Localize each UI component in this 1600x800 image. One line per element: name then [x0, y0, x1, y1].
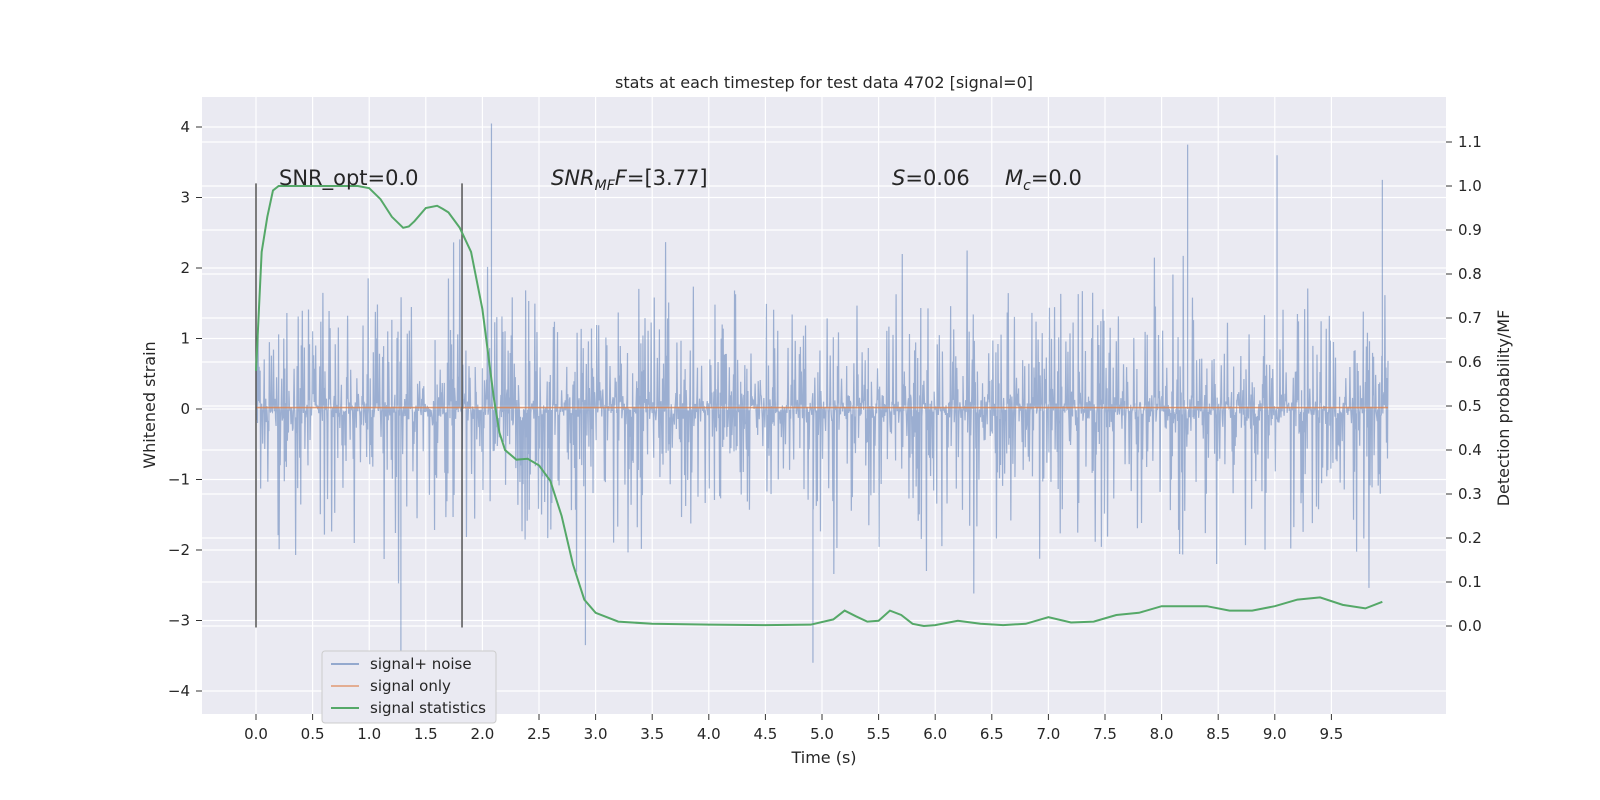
annotation-snr-opt-label: SNR_opt	[279, 166, 368, 191]
legend-label-noise: signal+ noise	[370, 655, 472, 673]
y2-tick-label-11: 0.0	[1458, 617, 1482, 635]
x-tick-label-9: 4.5	[753, 725, 777, 743]
annotation-s-value: =0.06	[905, 166, 969, 190]
y2-tick-label-6: 0.5	[1458, 397, 1482, 415]
chart-title: stats at each timestep for test data 470…	[615, 73, 1033, 92]
annotation-snr-mf-base: SNR	[551, 166, 595, 190]
annotation-s-base: S	[892, 166, 905, 190]
x-tick-label-17: 8.5	[1206, 725, 1230, 743]
annotation-snr-opt-value: =0.0	[368, 166, 419, 190]
y-tick-label-0: 4	[180, 118, 190, 136]
annotation-snr-mf-sub: MF	[595, 178, 616, 194]
y2-tick-label-4: 0.7	[1458, 309, 1482, 327]
legend-label-statistics: signal statistics	[370, 699, 486, 717]
annotation-snr-mf: SNRMFF=[3.77]	[551, 166, 708, 194]
x-tick-label-13: 6.5	[980, 725, 1004, 743]
x-tick-label-2: 1.0	[357, 725, 381, 743]
x-tick-label-7: 3.5	[640, 725, 664, 743]
y2-axis-ticks: 1.1 1.0 0.9 0.8 0.7 0.6 0.5 0.4 0.3 0.2 0.1 0.0	[1446, 133, 1482, 635]
y-tick-label-8: −4	[168, 682, 190, 700]
y2-tick-label-0: 1.1	[1458, 133, 1482, 151]
legend: signal+ noise signal only signal statist…	[321, 650, 497, 724]
y-tick-label-5: −1	[168, 471, 190, 489]
y-tick-label-7: −3	[168, 612, 190, 630]
annotation-mc: Mc=0.0	[1005, 166, 1082, 194]
x-tick-label-4: 2.0	[470, 725, 494, 743]
x-tick-label-0: 0.0	[244, 725, 268, 743]
x-axis-ticks: 0.0 0.5 1.0 1.5 2.0 2.5 3.0 3.5 4.0 4.5 5.0 5.5 6.0 6…	[244, 714, 1343, 743]
annotation-snr-opt: SNR_opt=0.0	[279, 166, 419, 191]
x-axis-title: Time (s)	[790, 748, 856, 767]
x-tick-label-16: 8.0	[1150, 725, 1174, 743]
x-tick-label-14: 7.0	[1036, 725, 1060, 743]
x-tick-label-19: 9.5	[1319, 725, 1343, 743]
annotation-snr-mf-value: =[3.77]	[627, 166, 708, 190]
annotation-mc-sub: c	[1023, 178, 1031, 194]
y-axis-ticks: 4 3 2 1 0 −1 −2 −3 −4	[168, 118, 202, 700]
y2-tick-label-8: 0.3	[1458, 485, 1482, 503]
x-tick-label-11: 5.5	[867, 725, 891, 743]
x-tick-label-6: 3.0	[584, 725, 608, 743]
vertical-markers	[255, 183, 463, 628]
y-tick-label-3: 1	[180, 330, 190, 348]
y-tick-label-4: 0	[180, 400, 190, 418]
x-tick-label-10: 5.0	[810, 725, 834, 743]
y2-tick-label-2: 0.9	[1458, 221, 1482, 239]
x-tick-label-5: 2.5	[527, 725, 551, 743]
x-tick-label-1: 0.5	[301, 725, 325, 743]
noise-trace	[255, 123, 1389, 663]
legend-label-signal: signal only	[370, 677, 451, 695]
y-tick-label-2: 2	[180, 259, 190, 277]
y-tick-label-6: −2	[168, 541, 190, 559]
x-tick-label-15: 7.5	[1093, 725, 1117, 743]
x-tick-label-12: 6.0	[923, 725, 947, 743]
y2-tick-label-9: 0.2	[1458, 529, 1482, 547]
x-tick-label-3: 1.5	[414, 725, 438, 743]
y2-tick-label-1: 1.0	[1458, 177, 1482, 195]
signal-noise-series	[255, 123, 1389, 663]
y-tick-label-1: 3	[180, 189, 190, 207]
y2-tick-label-5: 0.6	[1458, 353, 1482, 371]
y2-tick-label-7: 0.4	[1458, 441, 1482, 459]
annotation-mc-value: =0.0	[1031, 166, 1082, 190]
y2-axis-title: Detection probability/MF	[1494, 310, 1513, 507]
annotation-s: S=0.06	[892, 166, 970, 190]
y2-tick-label-3: 0.8	[1458, 265, 1482, 283]
y2-tick-label-10: 0.1	[1458, 573, 1482, 591]
x-tick-label-18: 9.0	[1263, 725, 1287, 743]
signal-statistics-line	[255, 185, 1383, 628]
annotation-mc-base: M	[1005, 166, 1023, 190]
legend-box	[321, 650, 497, 724]
x-tick-label-8: 4.0	[697, 725, 721, 743]
y-axis-title: Whitened strain	[140, 341, 159, 468]
